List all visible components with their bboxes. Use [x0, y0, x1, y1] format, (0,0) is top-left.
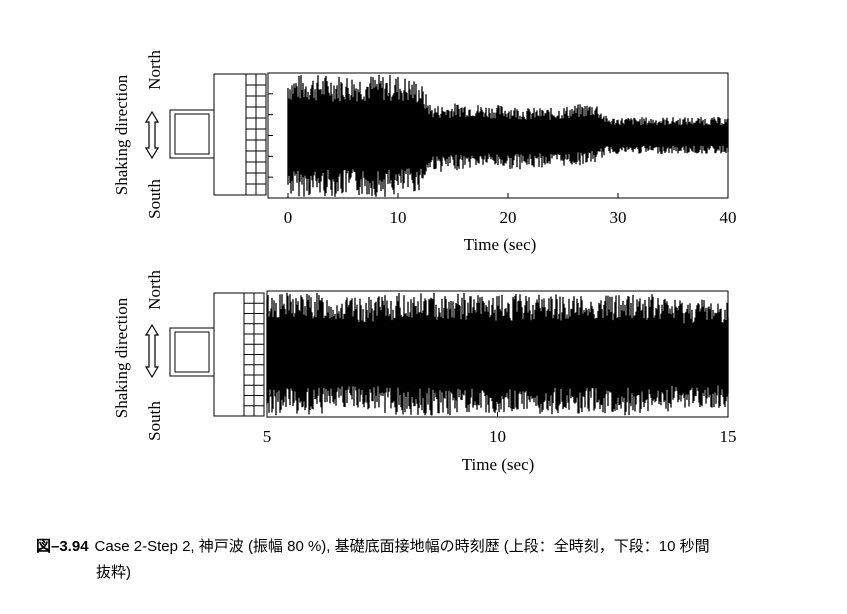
x-tick-label: 0 [284, 208, 293, 227]
figure-caption: 図–3.94 Case 2-Step 2, 神戸波 (振幅 80 %), 基礎底面… [36, 534, 826, 586]
x-tick-label: 20 [500, 208, 517, 227]
data-series [266, 292, 729, 416]
foundation-model-icon [169, 73, 267, 196]
north-label: North [145, 270, 164, 310]
x-tick-label: 10 [390, 208, 407, 227]
series-line [287, 74, 729, 197]
x-tick-label: 30 [610, 208, 627, 227]
x-tick-label: 15 [720, 427, 737, 446]
chart-panel-10sec-excerpt: Shaking direction North South 5 10 15 Time… [112, 270, 737, 474]
y-axis-label: Shaking direction [112, 297, 131, 418]
series-line [266, 292, 729, 416]
caption-line-1: Case 2-Step 2, 神戸波 (振幅 80 %), 基礎底面接地幅の時刻… [94, 538, 710, 555]
double-arrow-icon [144, 323, 160, 379]
figure: Shaking direction North South 0 10 20 30 40 … [112, 50, 737, 474]
caption-line-2: 抜粋) [96, 564, 131, 581]
x-tick-label: 40 [720, 208, 737, 227]
data-series [287, 74, 729, 197]
x-axis-label: Time (sec) [464, 235, 537, 254]
north-label: North [145, 50, 164, 90]
south-label: South [145, 401, 164, 441]
foundation-model-icon [169, 292, 265, 417]
south-label: South [145, 179, 164, 219]
caption-number: 図–3.94 [36, 538, 89, 555]
x-tick-label: 5 [263, 427, 272, 446]
x-axis-ticks: 5 10 15 [263, 311, 737, 446]
double-arrow-icon [144, 110, 160, 160]
chart-panel-full-time: Shaking direction North South 0 10 20 30 40 … [112, 50, 737, 254]
x-axis-ticks: 0 10 20 30 40 [268, 93, 737, 227]
y-axis-label: Shaking direction [112, 74, 131, 195]
x-tick-label: 10 [489, 427, 506, 446]
x-axis-label: Time (sec) [462, 455, 535, 474]
